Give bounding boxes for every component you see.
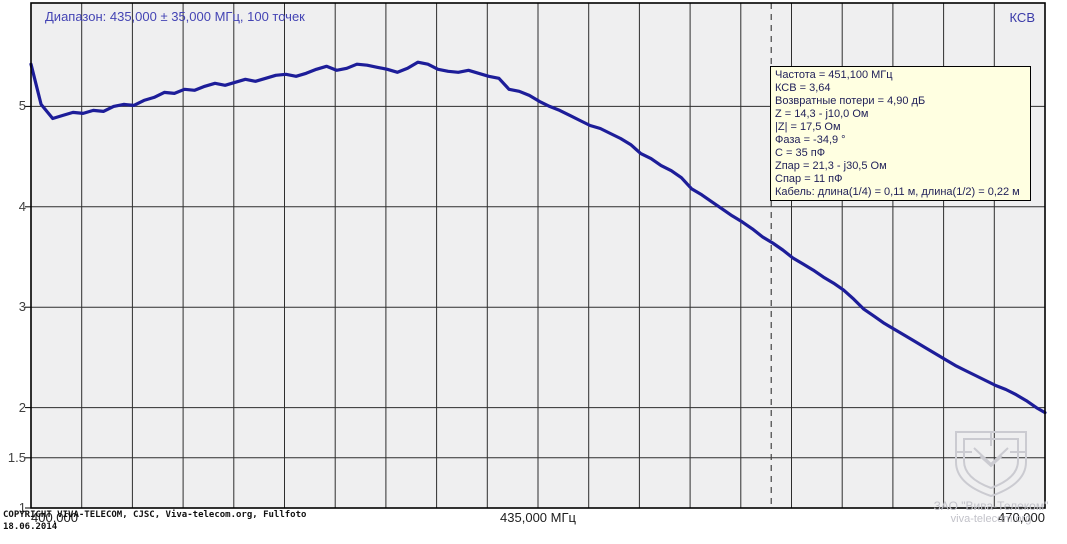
y-axis-label-1.5: 1.5 (7, 449, 26, 465)
series-label-ksv: КСВ (1009, 10, 1036, 25)
copyright-text: COPYRIGHT VIVA-TELECOM, CJSC, Viva-telec… (3, 509, 306, 533)
x-axis-label-400: 400,000 (31, 510, 78, 525)
infobox-line-6: C = 35 пФ (775, 147, 826, 159)
y-axis-label-3: 3 (18, 299, 26, 315)
x-axis-label-435: 435,000 МГц (500, 510, 576, 525)
y-axis-label-2: 2 (18, 399, 26, 415)
infobox-line-7: Zпар = 21,3 - j30,5 Ом (775, 160, 887, 172)
y-axis-label-4: 4 (18, 198, 26, 214)
copyright-line2: 18.06.2014 (3, 522, 58, 532)
infobox-line-2: Возвратные потери = 4,90 дБ (775, 95, 926, 107)
chart-title: Диапазон: 435,000 ± 35,000 МГц, 100 точе… (45, 9, 305, 24)
infobox-line-8: Спар = 11 пФ (775, 173, 843, 185)
infobox-line-0: Частота = 451,100 МГц (775, 69, 893, 81)
y-axis-label-1: 1 (18, 500, 26, 515)
infobox-line-4: |Z| = 17,5 Ом (775, 121, 841, 133)
plot-border (30, 2, 1046, 509)
infobox-line-5: Фаза = -34,9 ° (775, 134, 846, 146)
vswr-curve (29, 60, 1047, 415)
cursor-infobox: Частота = 451,100 МГц КСВ = 3,64 Возвратны… (770, 66, 1031, 201)
infobox-line-1: КСВ = 3,64 (775, 82, 831, 94)
infobox-line-3: Z = 14,3 - j10,0 Ом (775, 108, 869, 120)
copyright-line1: COPYRIGHT VIVA-TELECOM, CJSC, Viva-telec… (3, 510, 307, 520)
infobox-line-9: Кабель: длина(1/4) = 0,11 м, длина(1/2) … (775, 186, 1020, 198)
x-axis-label-470: 470,000 (998, 510, 1045, 525)
y-axis-label-5: 5 (18, 98, 26, 114)
